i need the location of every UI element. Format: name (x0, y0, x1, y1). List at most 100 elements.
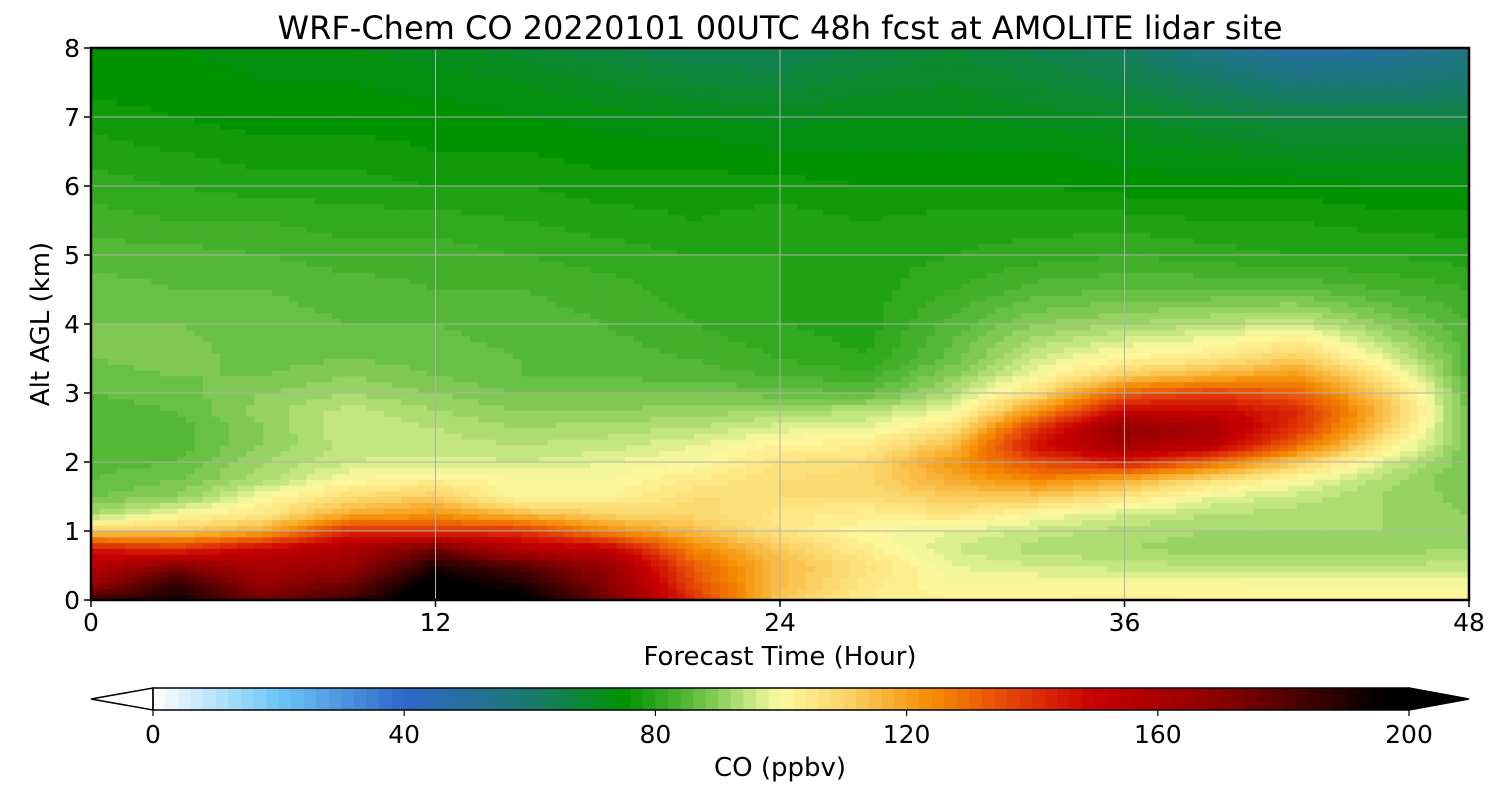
heatmap-cell (194, 462, 204, 469)
heatmap-cell (1434, 513, 1444, 521)
heatmap-cell (1038, 450, 1048, 457)
heatmap-cell (1374, 577, 1384, 584)
heatmap-cell (780, 467, 790, 475)
heatmap-cell (986, 519, 996, 526)
heatmap-cell (556, 462, 566, 469)
heatmap-cell (1451, 467, 1461, 475)
heatmap-cell (91, 542, 101, 549)
heatmap-cell (1115, 594, 1126, 601)
heatmap-cell (392, 594, 402, 601)
heatmap-cell (297, 508, 307, 515)
heatmap-cell (91, 467, 101, 475)
heatmap-cell (771, 519, 781, 526)
heatmap-cell (624, 588, 635, 595)
heatmap-cell (909, 536, 919, 544)
heatmap-cell (573, 485, 583, 492)
heatmap-cell (254, 577, 264, 584)
heatmap-cell (1451, 427, 1461, 434)
heatmap-cell (349, 444, 359, 452)
heatmap-cell (1107, 450, 1117, 457)
heatmap-cell (1021, 554, 1031, 561)
heatmap-cell (590, 433, 600, 440)
heatmap-cell (1202, 439, 1212, 446)
heatmap-cell (1029, 456, 1039, 463)
heatmap-cell (513, 594, 523, 601)
heatmap-cell (788, 554, 798, 561)
heatmap-cell (728, 467, 738, 475)
heatmap-cell (573, 588, 583, 595)
heatmap-cell (366, 582, 376, 590)
heatmap-cell (590, 427, 600, 434)
heatmap-cell (1365, 473, 1375, 480)
heatmap-cell (590, 450, 600, 457)
heatmap-cell (392, 548, 402, 555)
heatmap-cell (1322, 502, 1332, 509)
heatmap-cell (866, 485, 876, 492)
heatmap-cell (676, 513, 686, 521)
heatmap-cell (1417, 577, 1427, 584)
heatmap-cell (1357, 421, 1367, 429)
heatmap-cell (159, 485, 170, 492)
heatmap-cell (1443, 554, 1453, 561)
heatmap-cell (1322, 594, 1332, 601)
heatmap-cell (383, 473, 394, 480)
heatmap-cell (116, 416, 127, 423)
heatmap-cell (659, 542, 669, 549)
heatmap-cell (1279, 582, 1289, 590)
heatmap-cell (1012, 594, 1022, 601)
heatmap-cell (986, 479, 996, 486)
heatmap-cell (564, 456, 574, 463)
heatmap-cell (624, 479, 635, 486)
heatmap-cell (280, 554, 290, 561)
heatmap-cell (874, 513, 884, 521)
heatmap-cell (788, 508, 798, 515)
heatmap-cell (1167, 588, 1177, 595)
heatmap-cell (943, 588, 953, 595)
heatmap-cell (564, 450, 574, 457)
heatmap-cell (986, 439, 996, 446)
heatmap-cell (969, 577, 979, 584)
heatmap-cell (1219, 450, 1229, 457)
heatmap-cell (530, 513, 540, 521)
heatmap-cell (1391, 496, 1401, 503)
heatmap-cell (1331, 571, 1341, 578)
heatmap-cell (194, 479, 204, 486)
heatmap-cell (805, 594, 816, 601)
heatmap-cell (99, 433, 109, 440)
heatmap-cell (375, 577, 385, 584)
heatmap-cell (1184, 502, 1194, 509)
heatmap-cell (185, 450, 195, 457)
heatmap-cell (1115, 554, 1126, 561)
heatmap-cell (840, 473, 850, 480)
heatmap-cell (995, 444, 1005, 452)
heatmap-cell (1046, 450, 1057, 457)
heatmap-cell (599, 467, 609, 475)
heatmap-cell (857, 559, 867, 567)
heatmap-cell (159, 588, 170, 595)
heatmap-cell (969, 467, 979, 475)
heatmap-cell (891, 427, 902, 434)
heatmap-cell (220, 519, 230, 526)
heatmap-cell (702, 531, 712, 538)
heatmap-cell (728, 519, 738, 526)
heatmap-cell (1219, 508, 1229, 515)
heatmap-cell (99, 421, 109, 429)
heatmap-cell (668, 456, 678, 463)
heatmap-cell (452, 421, 462, 429)
heatmap-cell (1064, 565, 1074, 572)
heatmap-cell (495, 502, 505, 509)
heatmap-cell (719, 582, 729, 590)
heatmap-cell (513, 519, 523, 526)
heatmap-cell (323, 433, 333, 440)
heatmap-cell (1124, 594, 1134, 601)
heatmap-cell (943, 582, 953, 590)
heatmap-cell (1417, 554, 1427, 561)
heatmap-cell (831, 508, 841, 515)
heatmap-cell (581, 473, 592, 480)
heatmap-cell (668, 565, 678, 572)
heatmap-cell (1158, 531, 1169, 538)
heatmap-cell (495, 479, 505, 486)
heatmap-cell (719, 525, 729, 532)
heatmap-cell (943, 508, 953, 515)
heatmap-cell (1270, 433, 1281, 440)
